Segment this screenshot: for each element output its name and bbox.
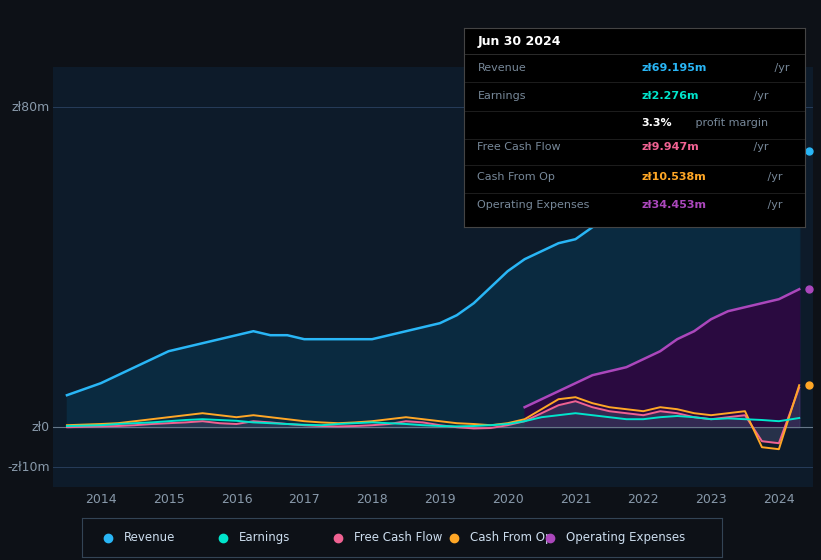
Text: Cash From Op: Cash From Op [478,172,555,182]
Text: zł9.947m: zł9.947m [641,142,699,152]
Text: Revenue: Revenue [124,531,175,544]
Text: /yr: /yr [764,200,782,210]
Text: Cash From Op: Cash From Op [470,531,552,544]
Text: Revenue: Revenue [478,63,526,73]
Text: /yr: /yr [750,91,768,101]
Text: Operating Expenses: Operating Expenses [478,200,589,210]
Text: -zł10m: -zł10m [7,461,49,474]
Text: Operating Expenses: Operating Expenses [566,531,685,544]
Text: zł69.195m: zł69.195m [641,63,706,73]
Text: zł10.538m: zł10.538m [641,172,706,182]
Text: profit margin: profit margin [692,118,768,128]
Text: /yr: /yr [770,63,789,73]
Text: zł0: zł0 [31,421,49,433]
Text: Earnings: Earnings [478,91,526,101]
Text: /yr: /yr [750,142,768,152]
Text: zł80m: zł80m [11,101,49,114]
Text: Jun 30 2024: Jun 30 2024 [478,35,561,48]
Text: /yr: /yr [764,172,782,182]
Text: Free Cash Flow: Free Cash Flow [355,531,443,544]
Text: zł2.276m: zł2.276m [641,91,699,101]
Text: zł34.453m: zł34.453m [641,200,706,210]
Text: 3.3%: 3.3% [641,118,672,128]
Text: Free Cash Flow: Free Cash Flow [478,142,561,152]
Text: Earnings: Earnings [239,531,291,544]
